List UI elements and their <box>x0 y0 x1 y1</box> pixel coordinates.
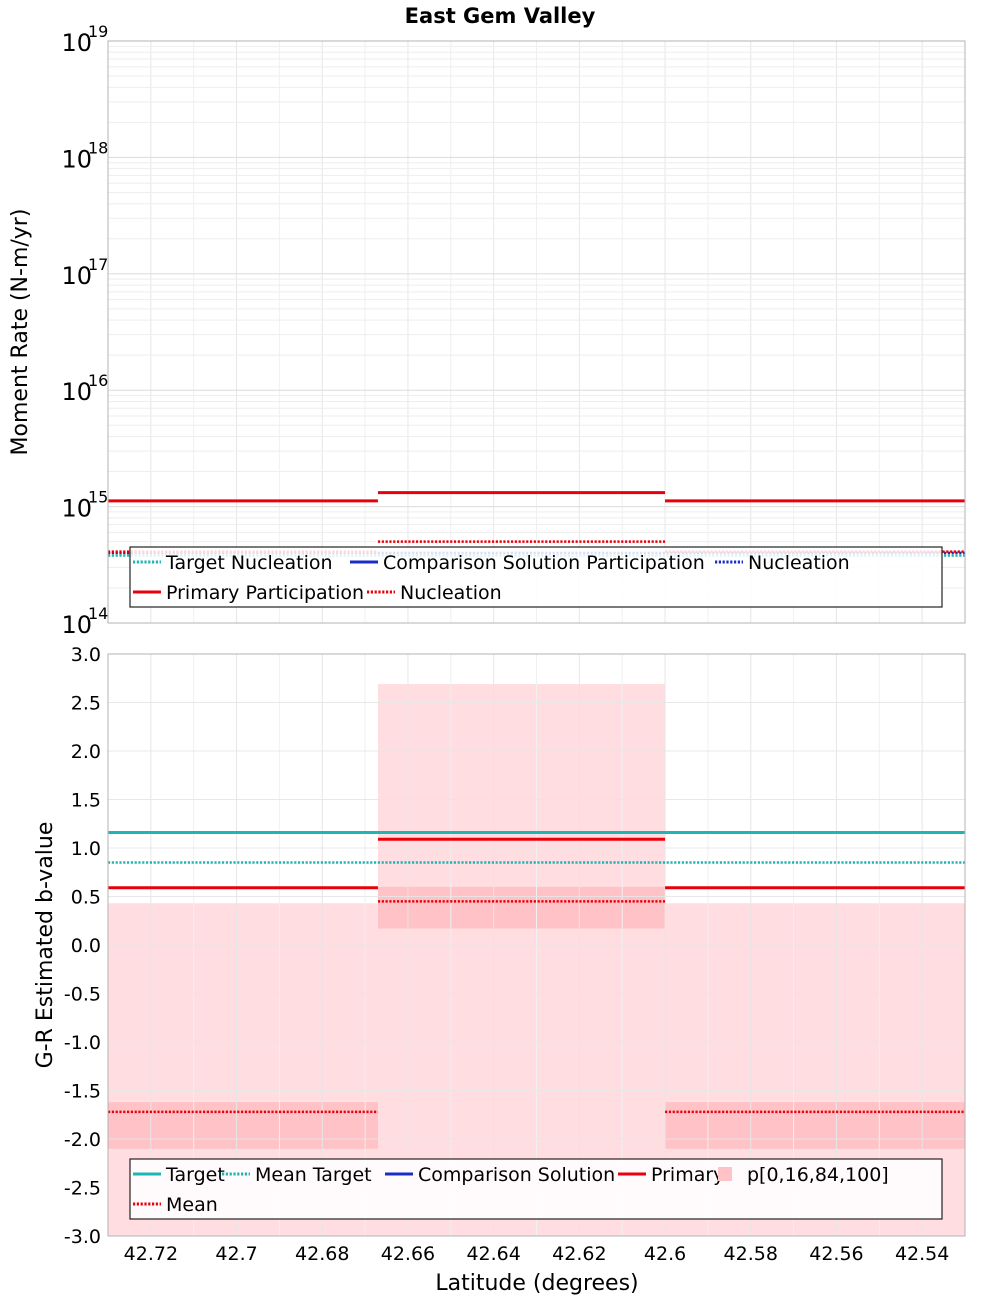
y-tick-label: 2.5 <box>71 693 101 715</box>
y-tick-label: 1.0 <box>71 838 101 860</box>
y-tick-label: -2.5 <box>64 1178 101 1200</box>
x-tick-label: 42.58 <box>724 1243 778 1265</box>
b-value-panel: 3.0 2.5 2.0 1.5 1.0 0.5 0.0 -0.5 -1.0 -1.5 -2.0 -2.… <box>33 644 966 1296</box>
y-tick-label: 10 <box>61 145 92 173</box>
y-tick-label: -3.0 <box>64 1226 101 1248</box>
band-p16-p84 <box>108 1102 378 1149</box>
y-tick-exponent: 18 <box>88 138 108 157</box>
y-tick-label: 10 <box>61 611 92 639</box>
y-tick-exponent: 16 <box>88 371 108 390</box>
x-tick-label: 42.7 <box>215 1243 257 1265</box>
legend-label: Comparison Solution <box>418 1164 615 1186</box>
chart-title: East Gem Valley <box>405 4 596 28</box>
legend-swatch <box>718 1167 732 1181</box>
latitude-x-ticks: 42.72 42.7 42.68 42.66 42.64 42.62 42.6 42.58 42… <box>124 1243 950 1265</box>
band-p0-p100 <box>377 684 666 1236</box>
legend-label: Comparison Solution Participation <box>383 552 705 574</box>
y-tick-label: 10 <box>61 495 92 523</box>
y-tick-label: -2.0 <box>64 1129 101 1151</box>
y-tick-exponent: 19 <box>88 22 108 41</box>
moment-rate-legend: Target Nucleation Comparison Solution Par… <box>129 546 943 608</box>
b-value-y-ticks: 3.0 2.5 2.0 1.5 1.0 0.5 0.0 -0.5 -1.0 -1.5 -2.0 -2.… <box>64 644 101 1248</box>
legend-box <box>129 1158 943 1220</box>
y-tick-label: 0.5 <box>71 887 101 909</box>
legend-label: Nucleation <box>400 582 502 604</box>
x-tick-label: 42.66 <box>381 1243 435 1265</box>
legend-label: Primary <box>651 1164 724 1186</box>
moment-rate-grid <box>108 40 965 624</box>
b-value-legend: Target Mean Target Comparison Solution Prim… <box>129 1158 943 1220</box>
y-tick-exponent: 14 <box>88 604 108 623</box>
y-tick-label: 10 <box>61 29 92 57</box>
y-tick-label: 0.0 <box>71 935 101 957</box>
legend-box <box>129 546 943 608</box>
band-p16-p84 <box>665 1102 965 1149</box>
x-tick-label: 42.72 <box>124 1243 178 1265</box>
y-tick-label: -0.5 <box>64 984 101 1006</box>
y-tick-exponent: 17 <box>88 255 108 274</box>
legend-label: Mean Target <box>255 1164 372 1186</box>
legend-label: Nucleation <box>748 552 850 574</box>
y-tick-label: 3.0 <box>71 644 101 666</box>
x-tick-label: 42.6 <box>644 1243 686 1265</box>
x-tick-label: 42.64 <box>466 1243 520 1265</box>
y-tick-label: -1.0 <box>64 1032 101 1054</box>
y-tick-exponent: 15 <box>88 488 108 507</box>
x-tick-label: 42.54 <box>895 1243 949 1265</box>
y-tick-label: 10 <box>61 378 92 406</box>
y-tick-label: 10 <box>61 262 92 290</box>
legend-label: Mean <box>166 1194 218 1216</box>
b-value-y-axis-label: G-R Estimated b-value <box>33 822 58 1069</box>
y-tick-label: -1.5 <box>64 1081 101 1103</box>
y-tick-label: 2.0 <box>71 741 101 763</box>
legend-label: p[0,16,84,100] <box>747 1164 889 1186</box>
x-tick-label: 42.62 <box>552 1243 606 1265</box>
band-p16-p84 <box>377 886 666 929</box>
legend-label: Primary Participation <box>166 582 364 604</box>
x-tick-label: 42.56 <box>809 1243 863 1265</box>
b-value-grid <box>108 653 965 1237</box>
legend-label: Target <box>165 1164 225 1186</box>
legend-label: Target Nucleation <box>165 552 333 574</box>
x-axis-label: Latitude (degrees) <box>435 1271 638 1296</box>
y-tick-label: 1.5 <box>71 790 101 812</box>
x-tick-label: 42.68 <box>295 1243 349 1265</box>
b-value-series <box>108 830 965 1114</box>
moment-rate-y-axis-label: Moment Rate (N-m/yr) <box>8 209 33 456</box>
